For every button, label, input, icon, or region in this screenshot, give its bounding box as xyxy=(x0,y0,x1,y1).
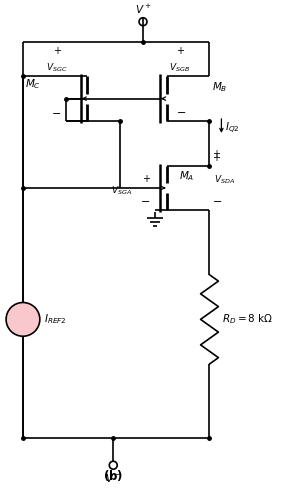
Text: −: − xyxy=(141,197,151,207)
Text: $M_B$: $M_B$ xyxy=(213,80,228,94)
Text: −: − xyxy=(177,108,186,118)
Text: $I_{Q2}$: $I_{Q2}$ xyxy=(225,121,240,137)
Text: $V^+$: $V^+$ xyxy=(135,2,151,16)
Text: $\mathbf{(b)}$: $\mathbf{(b)}$ xyxy=(103,468,123,483)
Text: $V_{SGA}$: $V_{SGA}$ xyxy=(111,185,132,197)
Text: $M_A$: $M_A$ xyxy=(179,169,194,183)
Text: +: + xyxy=(213,149,220,159)
Text: −: − xyxy=(213,197,222,207)
Text: $V^-$: $V^-$ xyxy=(105,472,122,484)
Text: $I_{REF2}$: $I_{REF2}$ xyxy=(44,313,66,326)
Circle shape xyxy=(6,303,40,336)
Text: $V_{SGB}$: $V_{SGB}$ xyxy=(169,62,190,74)
Text: +: + xyxy=(142,174,150,184)
Text: $M_C$: $M_C$ xyxy=(25,77,41,91)
Text: $V_{SDA}$: $V_{SDA}$ xyxy=(214,174,235,186)
Text: $V_{SGC}$: $V_{SGC}$ xyxy=(46,62,68,74)
Text: +: + xyxy=(213,153,220,163)
Text: $R_D = 8\ \mathrm{k\Omega}$: $R_D = 8\ \mathrm{k\Omega}$ xyxy=(222,313,274,326)
Text: −: − xyxy=(52,109,61,119)
Text: +: + xyxy=(53,45,61,56)
Text: +: + xyxy=(176,45,184,56)
